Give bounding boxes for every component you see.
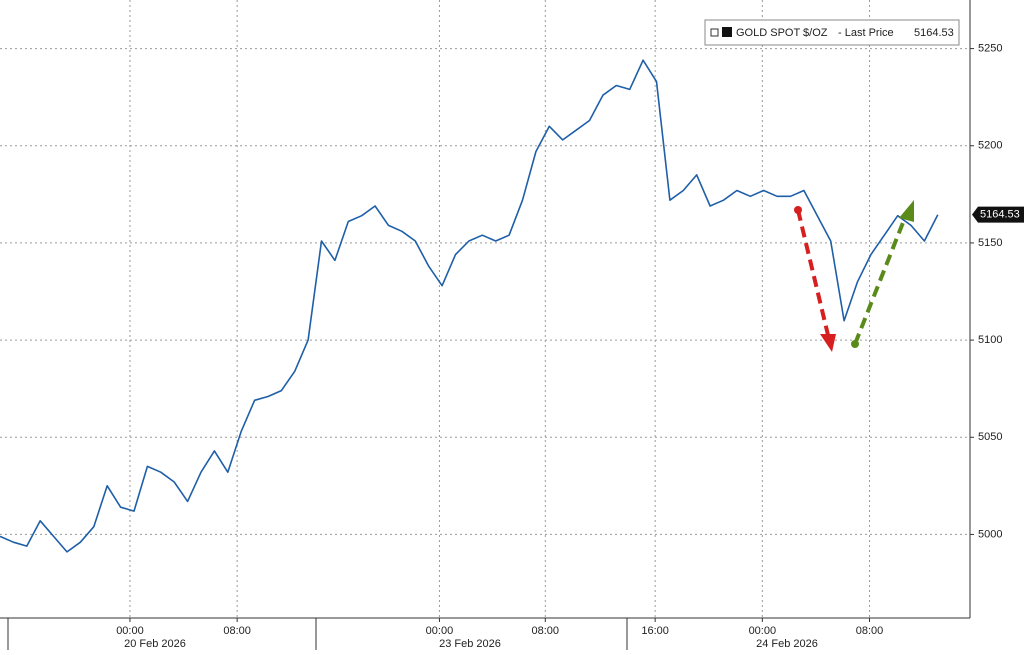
up-arrow bbox=[853, 214, 908, 345]
down-arrow bbox=[796, 209, 830, 336]
x-tick-label: 00:00 bbox=[426, 625, 454, 637]
x-tick-label: 08:00 bbox=[856, 625, 884, 637]
y-tick-label: 5050 bbox=[978, 431, 1002, 443]
arrow-head bbox=[820, 334, 836, 352]
arrows bbox=[794, 200, 914, 352]
y-tick-label: 5150 bbox=[978, 237, 1002, 249]
grid bbox=[0, 0, 974, 622]
y-tick-label: 5200 bbox=[978, 140, 1002, 152]
x-tick-label: 16:00 bbox=[641, 625, 669, 637]
plot bbox=[0, 59, 939, 553]
date-label: 24 Feb 2026 bbox=[756, 638, 818, 650]
legend-name: GOLD SPOT $/OZ bbox=[736, 27, 828, 39]
legend-swatch bbox=[722, 27, 732, 37]
y-tick-label: 5000 bbox=[978, 528, 1002, 540]
y-tick-label: 5100 bbox=[978, 334, 1002, 346]
arrow-start bbox=[794, 206, 802, 214]
x-tick-label: 00:00 bbox=[749, 625, 777, 637]
y-tick-label: 5250 bbox=[978, 42, 1002, 54]
arrow-head bbox=[899, 200, 914, 222]
x-tick-label: 08:00 bbox=[532, 625, 560, 637]
legend-box bbox=[704, 19, 960, 46]
date-label: 23 Feb 2026 bbox=[439, 638, 501, 650]
price-line bbox=[0, 59, 939, 553]
x-tick-label: 08:00 bbox=[223, 625, 251, 637]
legend-note: - Last Price bbox=[838, 27, 894, 39]
price-tag bbox=[972, 206, 1024, 223]
legend-toggle bbox=[710, 28, 719, 37]
date-label: 20 Feb 2026 bbox=[124, 638, 186, 650]
legend: GOLD SPOT $/OZ - Last Price 5164.53 bbox=[704, 19, 960, 46]
x-tick-label: 00:00 bbox=[116, 625, 144, 637]
price-tag-label: 5164.53 bbox=[980, 209, 1020, 221]
legend-price: 5164.53 bbox=[914, 27, 954, 39]
arrow-start bbox=[851, 340, 859, 348]
